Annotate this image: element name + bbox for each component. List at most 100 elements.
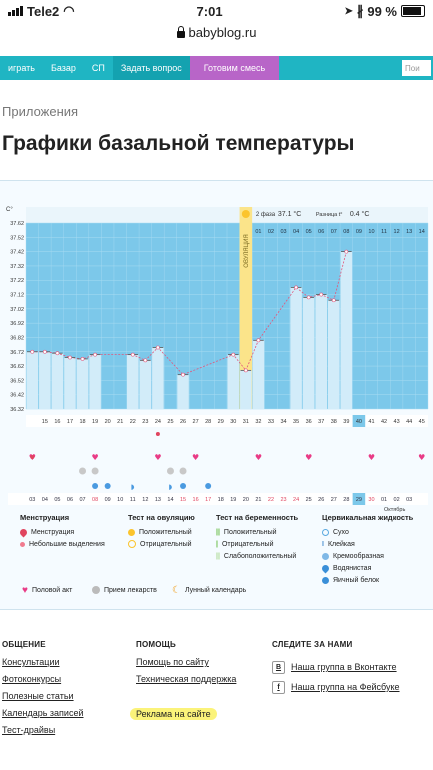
phase2-day-label: 04 (293, 229, 299, 235)
url-text: babyblog.ru (188, 24, 257, 40)
date-label: 13 (155, 497, 161, 503)
footer-link-photo-contests[interactable]: Фотоконкурсы (2, 674, 62, 684)
phase2-day-label: 12 (394, 229, 400, 235)
date-label: 07 (79, 497, 85, 503)
cycle-day-label: 43 (394, 419, 400, 425)
footer-link-articles[interactable]: Полезные статьи (2, 691, 74, 701)
fb-group-link[interactable]: f Наша группа на Фейсбуке (272, 677, 400, 697)
footer-link-consultations[interactable]: Консультации (2, 657, 60, 667)
wifi-icon: ◠ (63, 3, 75, 18)
nav-item-games[interactable]: играть (8, 63, 35, 73)
legend-label: Отрицательный (221, 540, 274, 548)
highlight-day-bg (352, 415, 366, 427)
temperature-bar (39, 351, 51, 409)
y-tick-label: 37.02 (10, 307, 24, 313)
date-label: 24 (293, 497, 299, 503)
drop-icon (18, 527, 29, 537)
search-input[interactable]: Пои (402, 60, 431, 76)
temperature-bar (127, 354, 139, 409)
temperature-point (93, 352, 97, 357)
date-label: 06 (67, 497, 73, 503)
formula-button[interactable]: Готовим смесь (189, 56, 280, 80)
y-tick-label: 36.42 (10, 393, 24, 399)
footer-link-site-help[interactable]: Помощь по сайту (136, 657, 209, 667)
legend-label: Половой акт (31, 586, 73, 594)
breadcrumb[interactable]: Приложения (2, 104, 79, 119)
date-label: 15 (180, 497, 186, 503)
date-label: 20 (243, 497, 249, 503)
date-label: 09 (105, 497, 111, 503)
cycle-day-label: 32 (255, 419, 261, 425)
cycle-day-label: 15 (42, 419, 48, 425)
nav-item-bazaar[interactable]: Базар (50, 63, 76, 73)
month-label: Октябрь (384, 507, 405, 513)
facebook-icon: f (272, 680, 285, 694)
temperature-bar (302, 297, 315, 409)
cycle-day-label: 35 (293, 419, 299, 425)
temperature-point (256, 338, 261, 343)
temperature-bar (139, 360, 152, 409)
footer-link-support[interactable]: Техническая поддержка (136, 674, 237, 684)
cervical-creamy-icon: ◗ (131, 483, 135, 491)
date-label: 22 (268, 497, 274, 503)
cycle-day-label: 28 (205, 419, 211, 425)
temperature-bar (177, 374, 189, 409)
cycle-day-label: 16 (54, 419, 60, 425)
menstruation-drop-icon (30, 455, 35, 459)
legend-title: Тест на овуляцию (128, 513, 195, 522)
date-label: 28 (343, 497, 349, 503)
phase2-day-label: 14 (419, 229, 425, 235)
single-bar-icon: | (216, 540, 218, 548)
legend-label: Прием лекарств (104, 586, 157, 594)
temperature-point (68, 355, 72, 360)
phase2-day-label: 13 (406, 229, 412, 235)
temperature-point (143, 358, 148, 363)
date-label: 04 (42, 497, 48, 503)
nav-item-sp[interactable]: СП (91, 63, 105, 73)
date-label: 03 (406, 497, 412, 503)
cervical-egg-white-icon (104, 483, 111, 489)
vk-group-link[interactable]: B Наша группа в Вконтакте (272, 657, 400, 677)
ovulation-column (239, 207, 253, 409)
y-tick-label: 36.72 (10, 350, 24, 356)
footer-link-calendar[interactable]: Календарь записей (2, 708, 84, 718)
cycle-day-label: 40 (356, 419, 362, 425)
cycle-day-label: 44 (406, 419, 412, 425)
phase2-day-label: 08 (343, 229, 349, 235)
date-label: 12 (142, 497, 148, 503)
cycle-day-label: 22 (130, 419, 136, 425)
y-tick-label: 37.32 (10, 264, 24, 270)
legend-label: Яичный белок (333, 576, 380, 584)
legend-label: Положительный (223, 528, 277, 536)
temperature-bar (89, 354, 101, 409)
ask-question-button[interactable]: Задать вопрос (112, 56, 190, 80)
cycle-day-label: 45 (419, 419, 425, 425)
cervical-creamy-icon: ◗ (169, 483, 173, 491)
cycle-day-label: 19 (92, 419, 98, 425)
footer-link-test-drives[interactable]: Тест-драйвы (2, 725, 56, 735)
signal-icon (8, 6, 23, 16)
intercourse-heart-icon: ♥ (192, 453, 199, 462)
footer-heading: ПОМОЩЬ (136, 640, 176, 649)
temperature-bar (152, 347, 164, 409)
medication-pill-icon (79, 467, 87, 475)
date-label: 19 (230, 497, 236, 503)
legend-ovulation-test: Тест на овуляцию Положительный Отрицател… (128, 513, 195, 550)
date-label: 21 (255, 497, 261, 503)
footer-link-advertising[interactable]: Реклама на сайте (130, 708, 217, 720)
temperature-point (181, 372, 185, 377)
date-row-bg (8, 493, 428, 505)
vk-label: Наша группа в Вконтакте (291, 662, 397, 672)
bbt-chart: 37.62 37.52 37.42 37.32 37.22 37.12 37.02 36.92… (0, 180, 433, 610)
y-tick-label: 37.12 (10, 293, 24, 299)
cycle-day-label: 24 (155, 419, 161, 425)
temperature-point (231, 352, 236, 357)
ovulation-positive-icon (241, 210, 250, 218)
legend-label: Положительный (139, 528, 192, 536)
date-label: 10 (117, 497, 123, 503)
medication-pill-icon (179, 467, 187, 475)
top-nav: играть Базар СП Задать вопрос Готовим см… (0, 56, 433, 80)
cycle-day-label: 39 (343, 419, 349, 425)
temperature-point (306, 295, 311, 300)
address-bar[interactable]: babyblog.ru (0, 22, 433, 42)
